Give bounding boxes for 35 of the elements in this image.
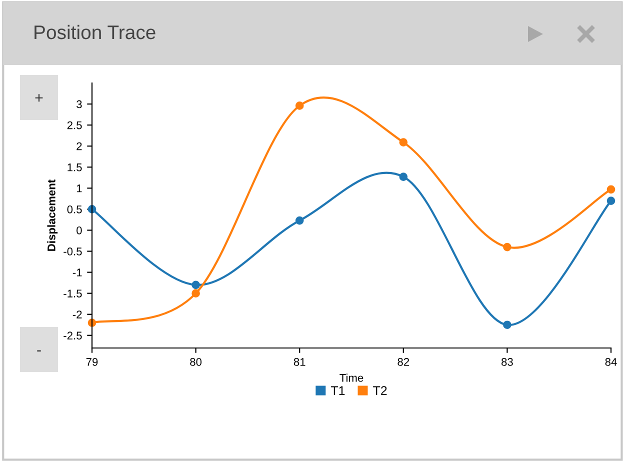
point (399, 172, 408, 181)
x-tick-label: 79 (86, 358, 98, 366)
point (503, 320, 512, 330)
y-tick-label: -1.5 (64, 290, 82, 298)
point (503, 242, 512, 252)
x-tick-label: 80 (190, 358, 202, 366)
x-tick-label: 82 (398, 358, 410, 366)
y-axis-title: Displacement (47, 180, 58, 251)
x-tick-label: 83 (502, 358, 513, 366)
text: - (37, 350, 41, 352)
legend-label: T2 (373, 386, 387, 395)
point (192, 280, 200, 290)
x-tick-label: 81 (294, 358, 306, 366)
y-tick-label: 1.5 (68, 164, 82, 172)
x-axis-title: Time (340, 374, 364, 382)
point (295, 102, 304, 110)
text: + (35, 94, 43, 102)
y-tick-label: -2 (72, 310, 82, 318)
y-tick-label: 0.5 (67, 205, 82, 214)
y-tick-label: 3 (76, 100, 82, 108)
y-tick-label: 2.5 (67, 121, 82, 130)
chart-title: Position Trace (34, 24, 156, 40)
y-tick-label: 2 (76, 142, 82, 150)
legend-label: T1 (330, 386, 345, 395)
y-tick-label: -1 (72, 268, 82, 276)
x-tick-label: 84 (605, 358, 617, 366)
point (399, 138, 408, 146)
y-tick-label: -2.5 (64, 332, 82, 340)
y-tick-label: -0.5 (64, 248, 82, 256)
point (606, 196, 616, 205)
y-tick-label: 0 (76, 226, 82, 234)
point (606, 185, 616, 194)
point (192, 289, 200, 298)
point (295, 216, 304, 225)
y-tick-label: 1 (76, 184, 82, 192)
